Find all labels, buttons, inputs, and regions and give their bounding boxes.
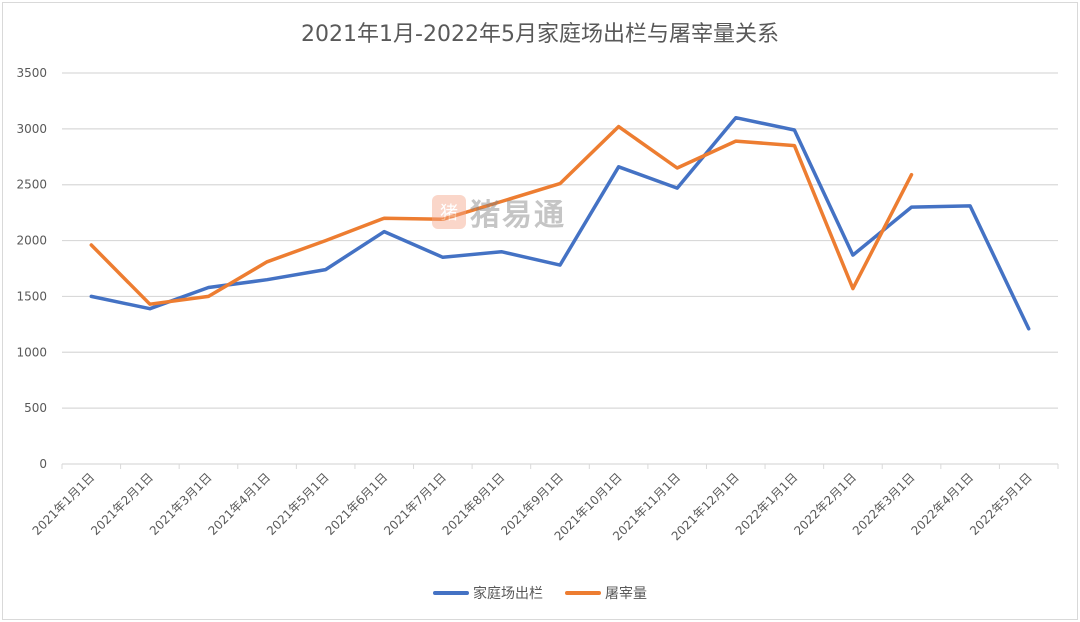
- y-axis: 0 500 1000 1500 2000 2500 3000 3500: [16, 66, 47, 471]
- legend-swatch-orange-icon: [565, 591, 601, 595]
- legend: 家庭场出栏 屠宰量: [0, 583, 1080, 603]
- y-tick-label: 3000: [16, 122, 47, 136]
- y-tick-label: 500: [24, 401, 47, 415]
- legend-item-slaughter-volume[interactable]: 屠宰量: [565, 583, 647, 603]
- chart-title: 2021年1月-2022年5月家庭场出栏与屠宰量关系: [301, 22, 779, 47]
- watermark-text: 猪易通: [470, 198, 566, 233]
- legend-label: 家庭场出栏: [473, 586, 543, 602]
- legend-swatch-blue-icon: [433, 591, 469, 595]
- legend-item-home-farm-output[interactable]: 家庭场出栏: [433, 583, 543, 603]
- y-tick-label: 1500: [16, 289, 47, 303]
- y-tick-label: 1000: [16, 345, 47, 359]
- x-tick-label: 2022年5月1日: [967, 470, 1035, 538]
- x-axis: 2021年1月1日2021年2月1日2021年3月1日2021年4月1日2021…: [30, 464, 1059, 543]
- y-tick-label: 2500: [16, 178, 47, 192]
- y-tick-label: 0: [39, 457, 47, 471]
- series-line-1: [89, 124, 914, 306]
- watermark: 猪 猪易通: [432, 190, 566, 234]
- legend-label: 屠宰量: [605, 586, 647, 602]
- series-line-0: [89, 115, 1031, 331]
- y-tick-label: 3500: [16, 66, 47, 80]
- series-lines: [89, 115, 1031, 331]
- gridlines: [62, 72, 1058, 465]
- watermark-logo-icon: 猪: [432, 195, 466, 229]
- y-tick-label: 2000: [16, 234, 47, 248]
